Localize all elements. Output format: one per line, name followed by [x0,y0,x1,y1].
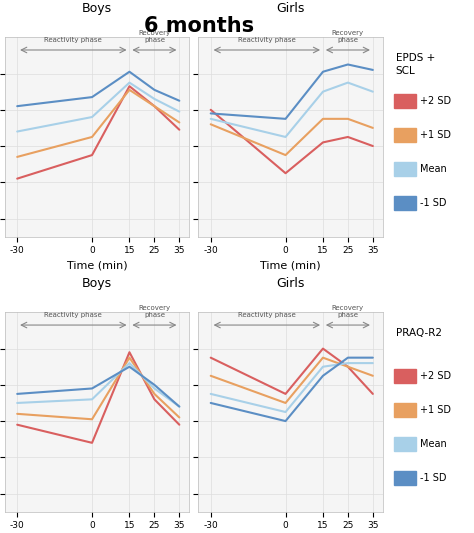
Text: Recovery
phase: Recovery phase [332,30,364,43]
Text: -1 SD: -1 SD [419,198,446,208]
Bar [394,196,416,209]
X-axis label: Time (min): Time (min) [260,261,321,271]
Title: Boys: Boys [82,2,112,15]
Text: Recovery
phase: Recovery phase [332,305,364,318]
Title: Girls: Girls [276,277,305,290]
Text: +1 SD: +1 SD [419,405,451,415]
Bar [394,369,416,383]
Bar [394,162,416,176]
Text: Recovery
phase: Recovery phase [138,30,171,43]
Text: PRAQ-R2: PRAQ-R2 [396,328,442,338]
Text: Recovery
phase: Recovery phase [138,305,171,318]
Text: -1 SD: -1 SD [419,473,446,483]
Text: +1 SD: +1 SD [419,130,451,140]
Text: Mean: Mean [419,439,447,449]
Text: Reactivity phase: Reactivity phase [238,312,296,318]
Text: 6 months: 6 months [144,16,254,36]
Bar [394,94,416,108]
Text: Reactivity phase: Reactivity phase [45,312,102,318]
X-axis label: Time (min): Time (min) [67,261,128,271]
Bar [394,471,416,485]
Text: EPDS +
SCL: EPDS + SCL [396,53,435,76]
Text: +2 SD: +2 SD [419,96,451,106]
Bar [394,128,416,142]
Bar [394,403,416,417]
Title: Boys: Boys [82,277,112,290]
Text: Reactivity phase: Reactivity phase [45,37,102,43]
Text: Reactivity phase: Reactivity phase [238,37,296,43]
Bar [394,437,416,451]
Text: +2 SD: +2 SD [419,371,451,381]
Title: Girls: Girls [276,2,305,15]
Text: Mean: Mean [419,164,447,174]
